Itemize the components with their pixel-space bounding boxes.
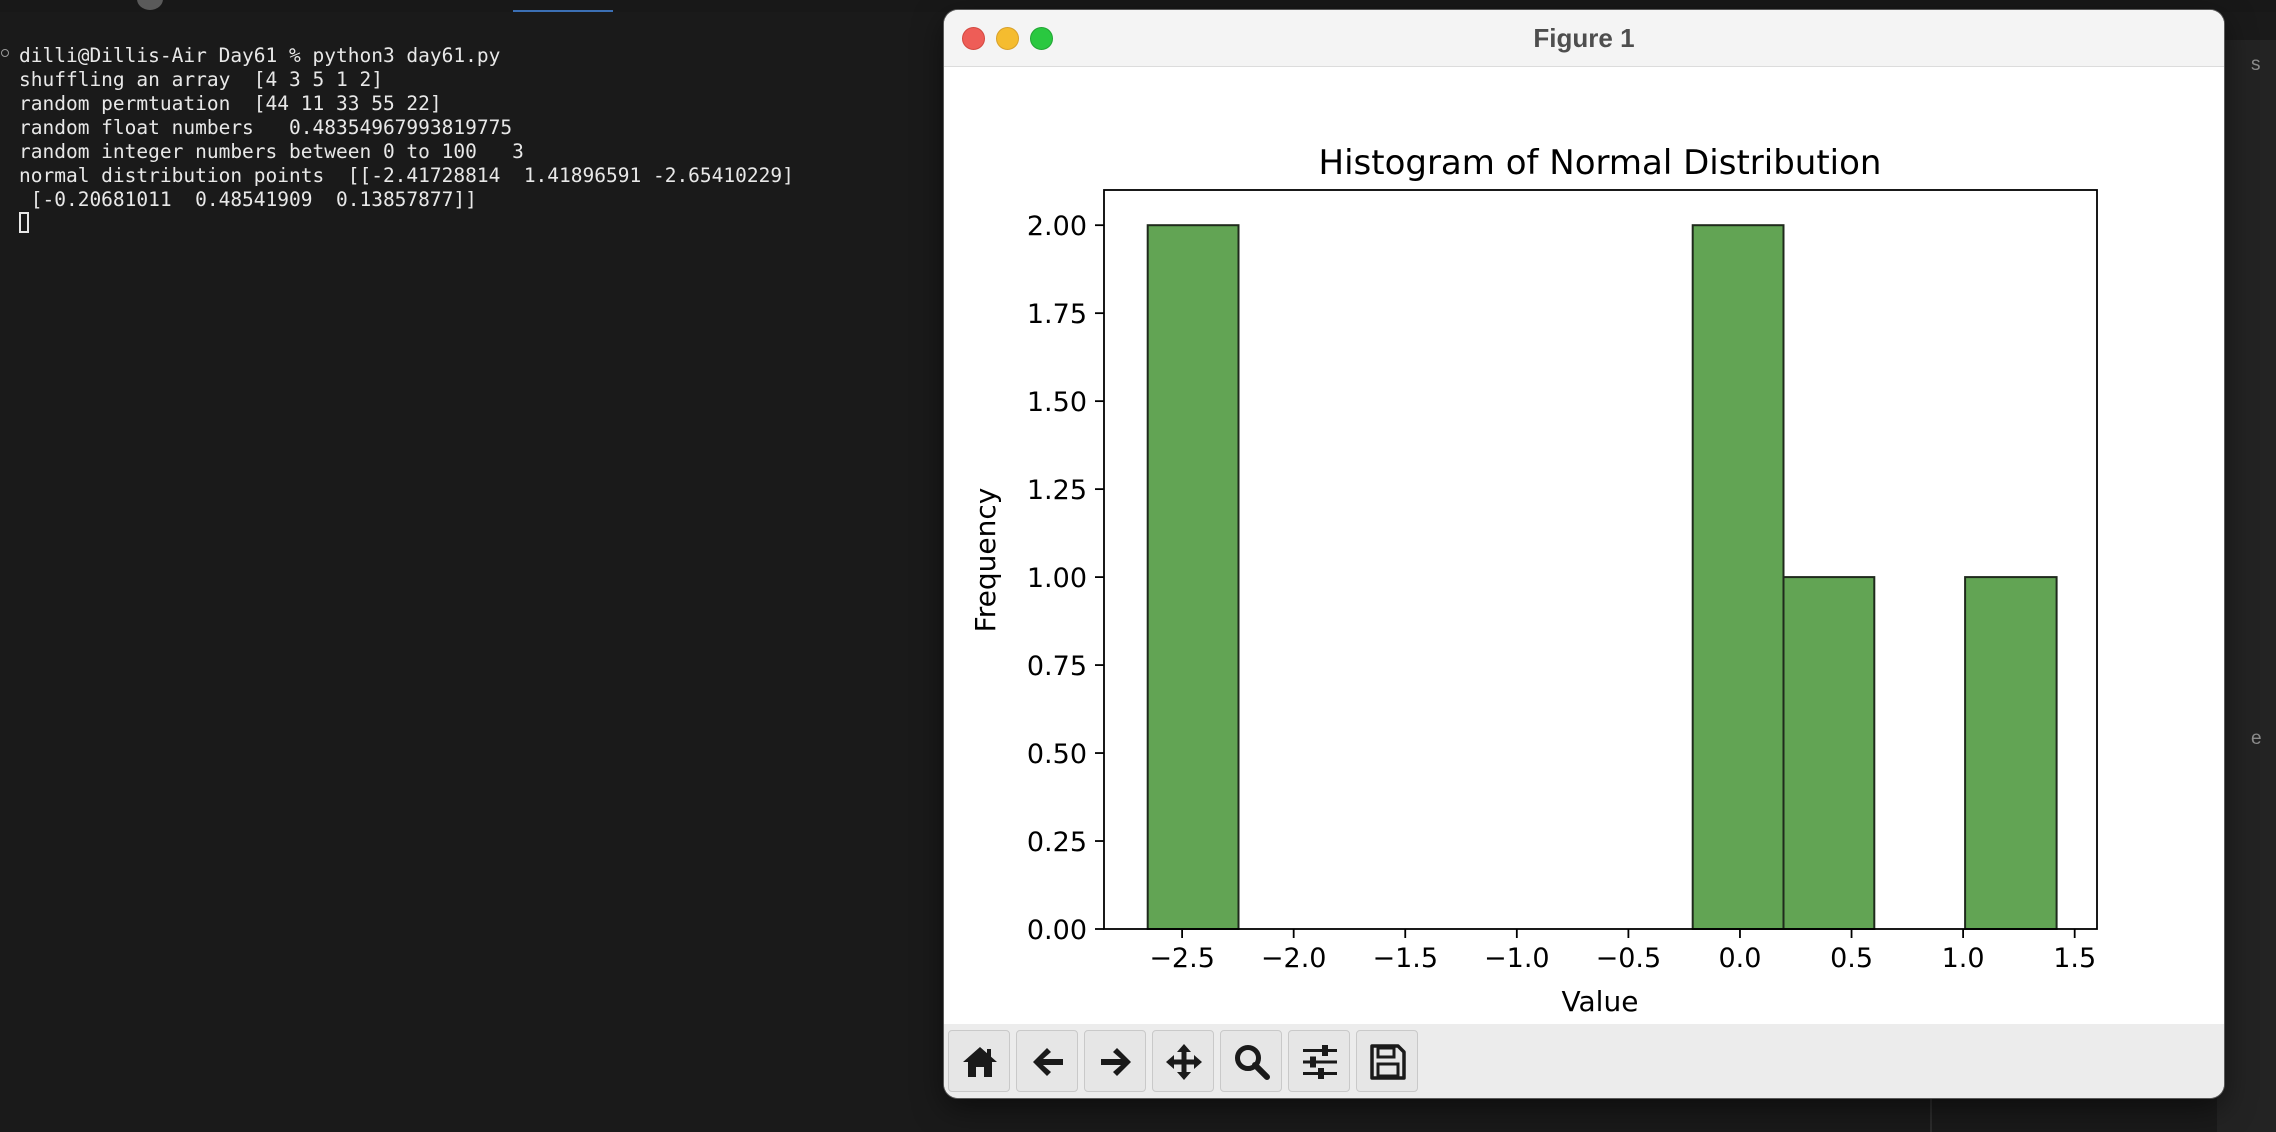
x-tick-label: 0.5 <box>1830 943 1873 974</box>
y-tick-label: 1.75 <box>1027 299 1087 330</box>
histogram-bar <box>1691 224 1785 930</box>
x-axis-label: Value <box>1562 985 1639 1018</box>
terminal-panel[interactable]: dilli@Dillis-Air Day61 % python3 day61.p… <box>0 40 940 1100</box>
y-axis-label: Frequency <box>969 488 1002 633</box>
terminal-line-normal-2: [-0.20681011 0.48541909 0.13857877]] <box>19 188 477 211</box>
x-tick-label: −2.0 <box>1261 943 1327 974</box>
x-tick-label: −1.0 <box>1484 943 1550 974</box>
magnifier-icon <box>1235 1045 1270 1080</box>
home-button[interactable] <box>948 1030 1010 1092</box>
x-tick-label: 0.0 <box>1718 943 1761 974</box>
window-title: Figure 1 <box>1533 23 1635 53</box>
histogram-bar <box>1146 224 1240 930</box>
maximize-window-button[interactable] <box>1030 27 1053 50</box>
y-tick-label: 0.00 <box>1027 915 1087 946</box>
home-icon <box>963 1047 997 1077</box>
arrow-right-icon <box>1101 1048 1131 1076</box>
save-button[interactable] <box>1356 1030 1418 1092</box>
x-tick-label: 1.0 <box>1942 943 1985 974</box>
command-status-icon <box>1 49 9 57</box>
sliders-icon <box>1303 1045 1337 1079</box>
plot-canvas[interactable]: −2.5 −2.0 −1.5 −1.0 −0.5 0.0 0.5 1.0 1.5 0.00 0.2… <box>944 67 2224 1024</box>
histogram-chart: −2.5 −2.0 −1.5 −1.0 −0.5 0.0 0.5 1.0 1.5 0.00 0.2… <box>969 143 2098 1018</box>
minimize-window-button[interactable] <box>996 27 1019 50</box>
terminal-line-normal-1: normal distribution points [[-2.41728814… <box>19 164 794 187</box>
terminal-line-float: random float numbers 0.48354967993819775 <box>19 116 513 139</box>
tab-dirty-indicator <box>137 0 163 10</box>
axes-frame <box>1103 189 2098 930</box>
histogram-bar <box>1964 576 2058 930</box>
editor-tab-strip <box>0 0 2276 12</box>
y-tick-label: 0.25 <box>1027 827 1087 858</box>
side-panel-text-top: s <box>2251 54 2261 75</box>
x-tick-label: −2.5 <box>1149 943 1215 974</box>
y-tick-label: 2.00 <box>1027 211 1087 242</box>
y-tick-label: 1.50 <box>1027 387 1087 418</box>
side-panel: s e <box>2217 40 2276 1132</box>
panel-divider <box>1930 1098 1932 1132</box>
y-tick-label: 0.75 <box>1027 651 1087 682</box>
x-tick-label: −1.5 <box>1372 943 1438 974</box>
y-tick-label: 1.00 <box>1027 563 1087 594</box>
y-tick-label: 0.50 <box>1027 739 1087 770</box>
configure-subplots-button[interactable] <box>1288 1030 1350 1092</box>
figure-toolbar <box>944 1024 2224 1098</box>
x-tick-label: −0.5 <box>1596 943 1662 974</box>
terminal-line-command: dilli@Dillis-Air Day61 % python3 day61.p… <box>19 44 501 67</box>
move-icon <box>1166 1044 1202 1080</box>
close-window-button[interactable] <box>962 27 985 50</box>
terminal-line-shuffle: shuffling an array [4 3 5 1 2] <box>19 68 383 91</box>
arrow-left-icon <box>1033 1048 1063 1076</box>
histogram-bar <box>1782 576 1876 930</box>
terminal-line-integer: random integer numbers between 0 to 100 … <box>19 140 524 163</box>
terminal-line-permutation: random permtuation [44 11 33 55 22] <box>19 92 442 115</box>
forward-button[interactable] <box>1084 1030 1146 1092</box>
x-tick-label: 1.5 <box>2053 943 2096 974</box>
y-tick-label: 1.25 <box>1027 475 1087 506</box>
zoom-button[interactable] <box>1220 1030 1282 1092</box>
terminal-cursor <box>19 212 29 233</box>
side-panel-text-bottom: e <box>2251 728 2262 749</box>
floppy-disk-icon <box>1370 1044 1406 1080</box>
figure-window: Figure 1 −2.5 −2.0 −1.5 −1.0 −0.5 0.0 0.5 1.0 1.… <box>944 10 2224 1098</box>
chart-title: Histogram of Normal Distribution <box>1319 143 1882 183</box>
pan-button[interactable] <box>1152 1030 1214 1092</box>
active-tab-underline <box>513 10 613 12</box>
back-button[interactable] <box>1016 1030 1078 1092</box>
window-title-bar[interactable]: Figure 1 <box>944 10 2224 67</box>
